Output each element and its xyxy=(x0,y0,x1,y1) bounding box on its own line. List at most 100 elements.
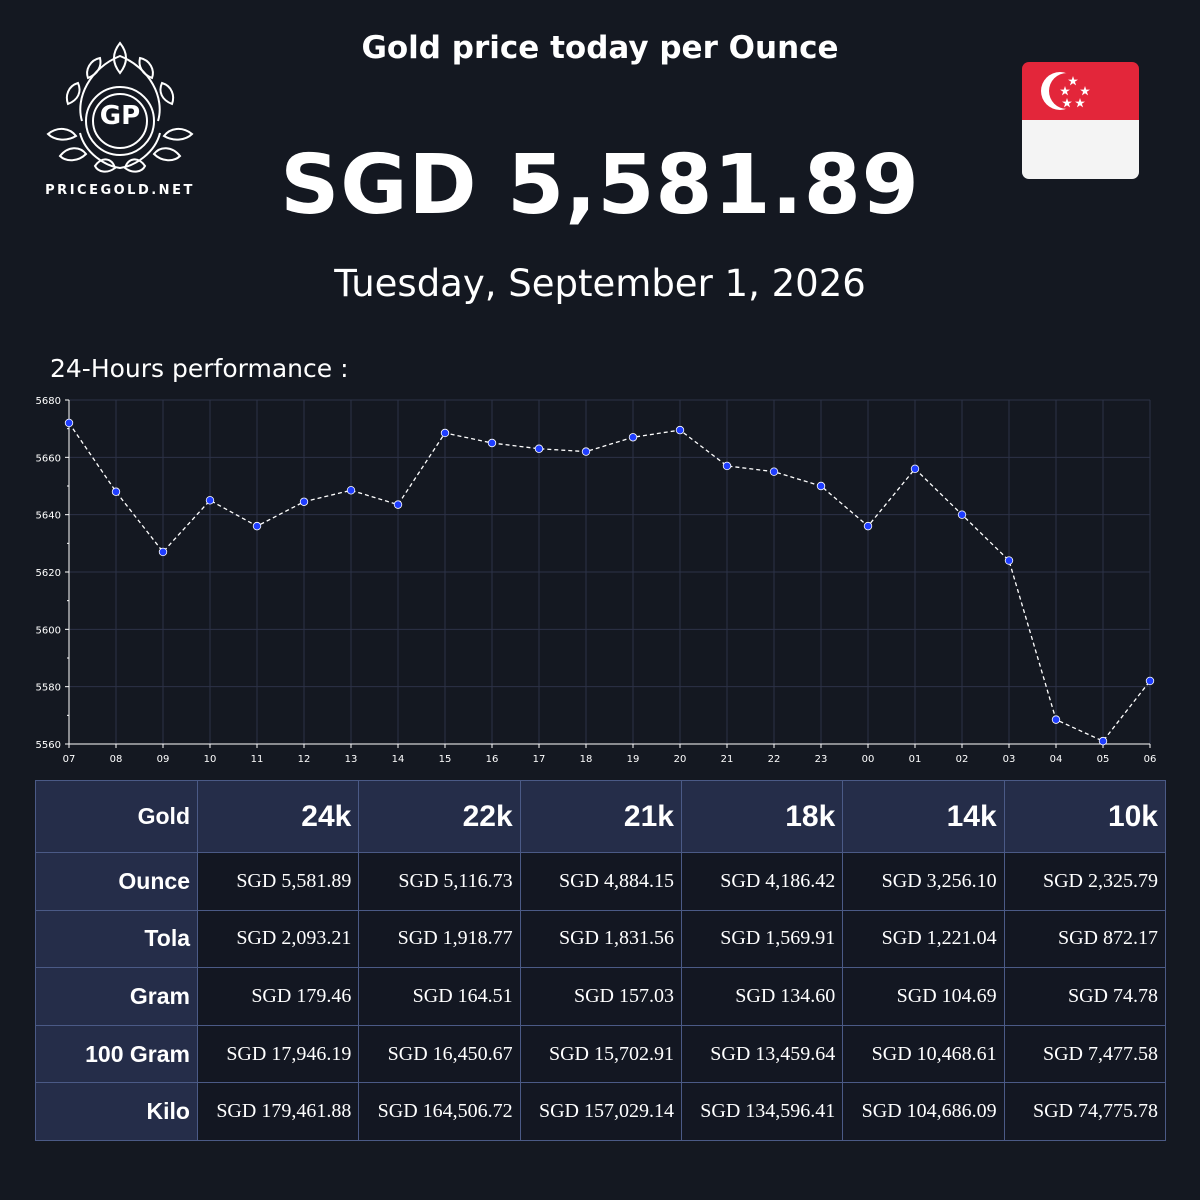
price-cell: SGD 4,186.42 xyxy=(680,852,844,911)
y-tick-label: 5560 xyxy=(36,740,61,751)
x-tick-label: 01 xyxy=(909,754,922,765)
price-cell: SGD 104,686.09 xyxy=(842,1082,1005,1141)
performance-label: 24-Hours performance : xyxy=(50,354,349,383)
data-point xyxy=(628,433,638,442)
data-point xyxy=(158,547,168,557)
price-date: Tuesday, September 1, 2026 xyxy=(334,262,866,305)
logo-monogram: GP xyxy=(99,101,141,131)
price-cell: SGD 13,459.64 xyxy=(680,1024,844,1084)
price-cell: SGD 5,116.73 xyxy=(358,852,521,911)
data-point xyxy=(346,486,356,495)
data-point xyxy=(722,461,732,471)
row-label: Ounce xyxy=(35,852,198,911)
table-row: Gram SGD 179.46 SGD 164.51 SGD 157.03 SG… xyxy=(35,967,1167,1026)
data-point xyxy=(581,447,591,456)
x-tick-label: 03 xyxy=(1003,754,1016,765)
table-row: Kilo SGD 179,461.88 SGD 164,506.72 SGD 1… xyxy=(35,1082,1167,1141)
x-tick-label: 11 xyxy=(251,754,264,765)
price-cell: SGD 134.60 xyxy=(680,967,844,1026)
x-tick-label: 00 xyxy=(862,754,875,765)
data-point xyxy=(487,438,497,448)
table-corner-label: Gold xyxy=(35,780,198,853)
x-tick-label: 02 xyxy=(956,754,969,765)
x-tick-label: 07 xyxy=(63,754,76,765)
price-cell: SGD 5,581.89 xyxy=(196,852,360,911)
column-header: 18k xyxy=(680,780,844,853)
data-point xyxy=(205,496,215,505)
y-tick-label: 5620 xyxy=(36,568,61,579)
column-header: 24k xyxy=(196,780,360,853)
price-cell: SGD 17,946.19 xyxy=(196,1024,360,1084)
price-cell: SGD 104.69 xyxy=(842,967,1005,1026)
column-header: 10k xyxy=(1003,780,1167,853)
y-tick-label: 5660 xyxy=(36,453,61,464)
y-tick-label: 5600 xyxy=(36,625,61,636)
price-cell: SGD 7,477.58 xyxy=(1003,1024,1167,1084)
price-cell: SGD 164.51 xyxy=(358,967,521,1026)
table-row: Ounce SGD 5,581.89 SGD 5,116.73 SGD 4,88… xyxy=(35,852,1167,911)
data-point xyxy=(957,510,967,519)
x-tick-label: 10 xyxy=(204,754,217,765)
data-point xyxy=(393,500,403,509)
data-point xyxy=(675,425,685,435)
row-label: Gram xyxy=(35,967,198,1026)
data-point xyxy=(910,464,920,473)
column-header: 22k xyxy=(358,780,521,853)
table-header-row: Gold 24k 22k 21k 18k 14k 10k xyxy=(35,780,1167,853)
table-row: Tola SGD 2,093.21 SGD 1,918.77 SGD 1,831… xyxy=(35,909,1167,969)
data-point xyxy=(111,487,121,496)
x-tick-label: 14 xyxy=(392,754,405,765)
page-title: Gold price today per Ounce xyxy=(361,30,839,66)
x-tick-label: 04 xyxy=(1050,754,1063,765)
data-point xyxy=(299,497,309,506)
laurel-wreath-icon xyxy=(46,41,194,173)
data-point xyxy=(440,428,450,438)
price-cell: SGD 134,596.41 xyxy=(680,1082,844,1141)
column-header: 14k xyxy=(842,780,1005,853)
price-cell: SGD 179.46 xyxy=(196,967,360,1026)
data-point xyxy=(1145,676,1155,686)
data-point xyxy=(1004,556,1014,565)
x-tick-label: 18 xyxy=(580,754,593,765)
price-cell: SGD 872.17 xyxy=(1003,909,1167,969)
x-tick-label: 17 xyxy=(533,754,546,765)
x-tick-label: 21 xyxy=(721,754,734,765)
logo-site-name: PRICEGOLD.NET xyxy=(45,183,195,198)
x-tick-label: 08 xyxy=(110,754,123,765)
y-tick-label: 5640 xyxy=(36,511,61,522)
data-point xyxy=(816,481,826,491)
x-tick-label: 12 xyxy=(298,754,311,765)
data-point xyxy=(252,521,262,531)
x-tick-label: 19 xyxy=(627,754,640,765)
price-cell: SGD 1,569.91 xyxy=(680,909,844,969)
data-point xyxy=(1098,736,1108,746)
price-cell: SGD 74,775.78 xyxy=(1003,1082,1167,1141)
price-cell: SGD 179,461.88 xyxy=(196,1082,360,1141)
x-tick-label: 16 xyxy=(486,754,499,765)
x-tick-label: 13 xyxy=(345,754,358,765)
price-cell: SGD 157,029.14 xyxy=(519,1082,682,1141)
price-cell: SGD 10,468.61 xyxy=(842,1024,1005,1084)
price-cell: SGD 1,918.77 xyxy=(358,909,521,969)
data-point xyxy=(64,418,74,428)
singapore-flag-icon xyxy=(1022,62,1139,179)
x-tick-label: 23 xyxy=(815,754,828,765)
x-tick-label: 06 xyxy=(1144,754,1157,765)
row-label: 100 Gram xyxy=(35,1024,198,1084)
price-cell: SGD 157.03 xyxy=(519,967,682,1026)
data-point xyxy=(769,467,779,476)
x-tick-label: 20 xyxy=(674,754,687,765)
price-cell: SGD 164,506.72 xyxy=(358,1082,521,1141)
y-tick-label: 5680 xyxy=(36,396,61,407)
data-point xyxy=(863,521,873,531)
price-cell: SGD 4,884.15 xyxy=(519,852,682,911)
row-label: Tola xyxy=(35,909,198,969)
x-tick-label: 09 xyxy=(157,754,170,765)
x-tick-label: 22 xyxy=(768,754,781,765)
price-cell: SGD 15,702.91 xyxy=(519,1024,682,1084)
series-line xyxy=(68,422,1151,742)
price-table: Gold 24k 22k 21k 18k 14k 10k Ounce SGD 5… xyxy=(35,780,1167,1141)
table-row: 100 Gram SGD 17,946.19 SGD 16,450.67 SGD… xyxy=(35,1024,1167,1084)
gold-price: SGD 5,581.89 xyxy=(280,138,920,233)
price-cell: SGD 16,450.67 xyxy=(358,1024,521,1084)
